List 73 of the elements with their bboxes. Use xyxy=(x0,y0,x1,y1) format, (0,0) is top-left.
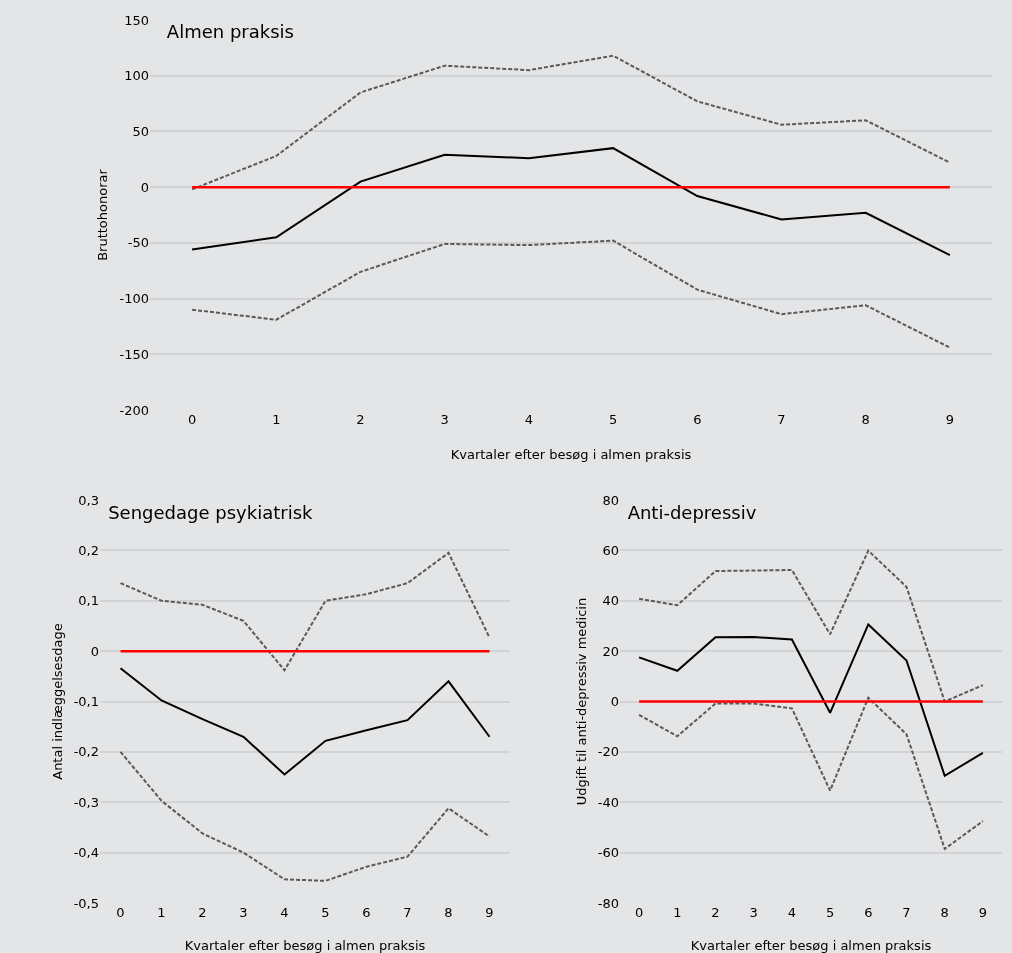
y-tick-label: -0,3 xyxy=(73,794,99,810)
y-tick-label: -0,5 xyxy=(73,895,99,911)
y-tick-label: -0,4 xyxy=(73,845,99,861)
x-tick-label: 0 xyxy=(187,412,197,427)
x-tick-label: 5 xyxy=(321,905,330,920)
y-tick-label: 50 xyxy=(132,123,149,139)
x-tick-label: 6 xyxy=(693,412,702,427)
y-tick-label: 0,1 xyxy=(78,593,99,609)
y-tick-label: -20 xyxy=(597,744,619,760)
y-axis-title: Bruttohonorar xyxy=(95,168,111,261)
x-axis-title: Kvartaler efter besøg i almen praksis xyxy=(450,447,692,462)
x-tick-label: 1 xyxy=(673,905,682,920)
line-series xyxy=(119,667,491,776)
y-tick-label: 80 xyxy=(602,492,619,508)
x-tick-label: 7 xyxy=(902,905,911,920)
x-tick-label: 5 xyxy=(608,412,618,427)
y-tick-label: -0,1 xyxy=(73,694,99,710)
x-tick-label: 2 xyxy=(198,905,207,920)
y-tick-label: 20 xyxy=(602,643,619,659)
line-series xyxy=(119,750,491,882)
y-tick-label: 60 xyxy=(602,542,619,558)
y-tick-label: 100 xyxy=(124,68,149,84)
y-tick-label: -150 xyxy=(119,346,149,362)
x-tick-label: 7 xyxy=(777,412,786,427)
y-tick-label: 150 xyxy=(124,12,149,28)
chart-title: Anti-depressiv xyxy=(627,501,757,523)
x-tick-label: 9 xyxy=(485,905,494,920)
x-tick-label: 1 xyxy=(272,412,281,427)
y-tick-label: 0,3 xyxy=(78,492,99,508)
y-tick-label: -80 xyxy=(597,895,619,911)
line-series xyxy=(119,551,491,672)
y-tick-label: -60 xyxy=(597,845,619,861)
y-tick-label: -0,2 xyxy=(73,744,99,760)
y-axis-title: Antal indlæggelsesdage xyxy=(49,623,65,780)
x-tick-label: 4 xyxy=(524,412,534,427)
chart-title: Sengedage psykiatrisk xyxy=(108,501,314,523)
line-series xyxy=(191,147,951,257)
x-tick-label: 6 xyxy=(362,905,371,920)
y-axis-title: Udgift til anti-depressiv medicin xyxy=(573,597,589,806)
x-tick-label: 3 xyxy=(239,905,248,920)
y-tick-label: 0 xyxy=(140,179,149,195)
x-tick-label: 8 xyxy=(940,905,949,920)
x-axis-title: Kvartaler efter besøg i almen praksis xyxy=(690,938,932,953)
line-series xyxy=(191,54,951,191)
line-series xyxy=(191,239,951,349)
y-tick-label: 0 xyxy=(610,694,619,710)
x-tick-label: 2 xyxy=(711,905,720,920)
chart-title: Almen praksis xyxy=(166,21,294,43)
y-tick-label: -100 xyxy=(119,291,149,307)
x-tick-label: 3 xyxy=(440,412,449,427)
x-tick-label: 4 xyxy=(787,905,797,920)
x-axis-title: Kvartaler efter besøg i almen praksis xyxy=(184,938,426,953)
y-tick-label: 40 xyxy=(602,593,619,609)
x-tick-label: 9 xyxy=(978,905,988,920)
x-tick-label: 8 xyxy=(444,905,453,920)
x-tick-label: 8 xyxy=(861,412,870,427)
x-tick-label: 4 xyxy=(280,905,289,920)
x-tick-label: 1 xyxy=(157,905,166,920)
y-tick-label: 0,2 xyxy=(78,542,99,558)
line-series xyxy=(638,623,984,777)
x-tick-label: 3 xyxy=(749,905,758,920)
x-tick-label: 5 xyxy=(825,905,835,920)
x-tick-label: 9 xyxy=(945,412,955,427)
x-tick-label: 6 xyxy=(864,905,873,920)
x-tick-label: 2 xyxy=(356,412,365,427)
y-tick-label: -200 xyxy=(119,402,149,418)
y-tick-label: -40 xyxy=(597,794,619,810)
y-tick-label: 0 xyxy=(90,643,99,659)
y-tick-label: -50 xyxy=(127,235,149,251)
x-tick-label: 7 xyxy=(403,905,412,920)
line-series xyxy=(638,549,984,703)
line-series xyxy=(638,696,984,850)
x-tick-label: 0 xyxy=(634,905,644,920)
